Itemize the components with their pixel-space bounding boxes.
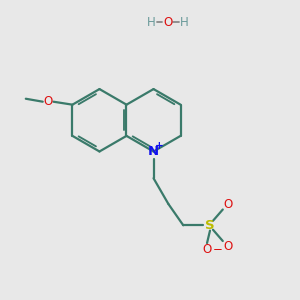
Text: O: O (223, 198, 232, 211)
Text: H: H (180, 16, 189, 29)
Text: H: H (147, 16, 156, 29)
Text: S: S (205, 219, 215, 232)
Text: O: O (44, 95, 53, 108)
Text: N: N (148, 145, 159, 158)
Text: O: O (163, 16, 172, 29)
Text: +: + (155, 140, 164, 151)
Text: O: O (202, 242, 212, 256)
Text: −: − (212, 242, 222, 256)
Text: O: O (223, 240, 232, 253)
